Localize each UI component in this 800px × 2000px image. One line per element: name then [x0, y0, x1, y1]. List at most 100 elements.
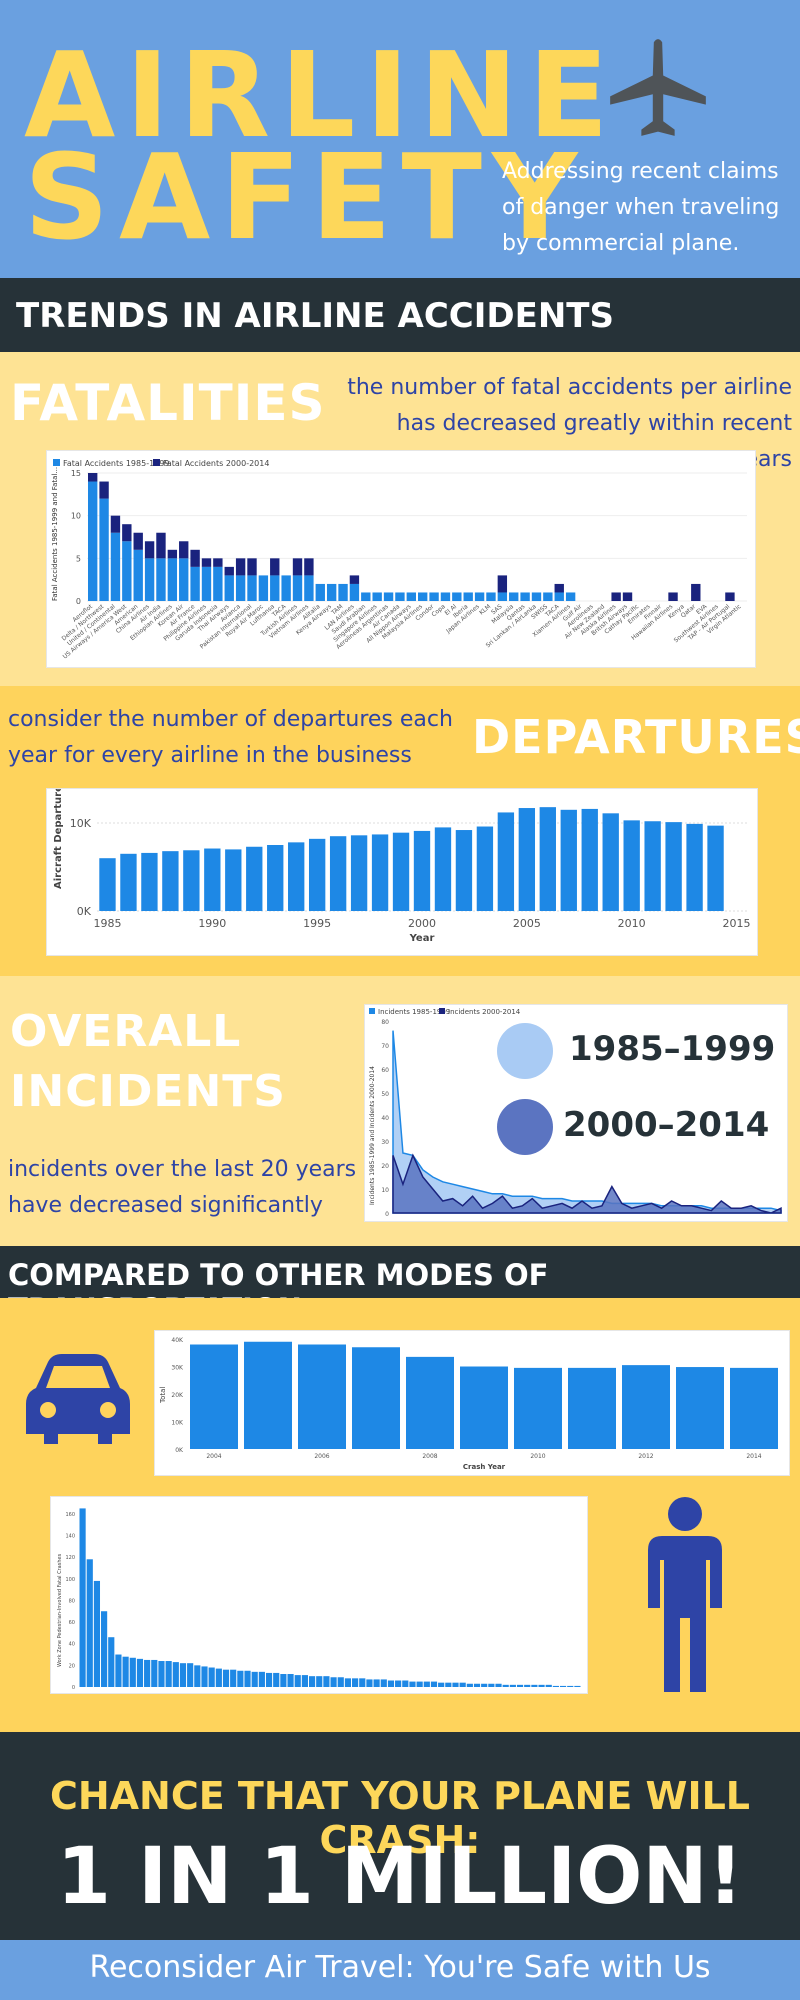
bar-1985-1999 — [418, 592, 428, 601]
departures-bar — [707, 825, 724, 911]
car-crash-svg: Total 0K 10K 20K 30K 40K 2004 2006 2008 2010 2012 2… — [159, 1337, 778, 1471]
car-icon — [26, 1354, 130, 1444]
bar-2000-2014 — [497, 575, 508, 593]
bar-1985-1999 — [88, 481, 98, 601]
bar-1985-1999 — [463, 592, 473, 601]
pedestrian-bar — [445, 1682, 452, 1687]
bar-2000-2014 — [179, 541, 189, 559]
departures-bar — [141, 852, 158, 911]
legend-entry: Incidents 2000-2014 — [448, 1008, 521, 1016]
pedestrian-bar — [323, 1676, 330, 1687]
pedestrian-bar — [294, 1675, 301, 1687]
bar-2000-2014 — [99, 481, 109, 499]
pedestrian-bar — [244, 1670, 251, 1687]
pedestrian-bar — [516, 1684, 524, 1687]
pedestrian-bar — [459, 1682, 466, 1687]
pedestrian-bar — [136, 1658, 144, 1687]
bar-1985-1999 — [349, 583, 360, 601]
bar-1985-1999 — [122, 541, 132, 601]
chance-title: CHANCE THAT YOUR PLANE WILL CRASH: — [49, 1774, 751, 1862]
car-crash-bar — [352, 1347, 400, 1449]
bar-1985-1999 — [531, 592, 542, 601]
bar-2000-2014 — [88, 473, 98, 482]
bar-1985-1999 — [520, 592, 530, 601]
pedestrian-bar — [316, 1676, 323, 1687]
pedestrian-bar — [559, 1685, 567, 1687]
bar-1985-1999 — [474, 592, 485, 601]
bar-2000-2014 — [133, 532, 143, 550]
legend-swatch — [439, 1008, 445, 1014]
legend-label-1985: 1985–1999 — [569, 1029, 776, 1069]
y-tick-label: 40 — [381, 1115, 389, 1122]
x-tick-label: 2014 — [746, 1453, 761, 1460]
fatalities-title: FATALITIES — [10, 374, 326, 432]
pedestrian-bar — [423, 1681, 430, 1687]
bar-2000-2014 — [201, 558, 212, 567]
legend-swatch-2000 — [497, 1099, 553, 1155]
bar-1985-1999 — [395, 592, 405, 601]
x-tick-label: 1990 — [198, 917, 226, 930]
car-crash-bar — [298, 1344, 346, 1449]
bar-1985-1999 — [201, 566, 212, 601]
fatalities-chart: Fatal Accidents 1985-1999 Fatal Accidents… — [46, 450, 756, 668]
chance-section: CHANCE THAT YOUR PLANE WILL CRASH: 1 IN … — [0, 1732, 800, 1940]
pedestrian-bar — [151, 1659, 158, 1687]
y-tick-label: 20 — [381, 1163, 389, 1170]
departures-chart: Aircraft Departures 0K 10K 1985 1990 1995 2000… — [46, 779, 758, 956]
incidents-text: incidents over the last 20 years have de… — [8, 1157, 357, 1218]
pedestrian-bar — [402, 1680, 409, 1687]
incidents-chart: Incidents 1985-1999 Incidents 2000-2014 In… — [364, 1004, 788, 1222]
bar-2000-2014 — [122, 524, 132, 542]
car-crash-bar — [730, 1367, 778, 1449]
bar-1985-1999 — [304, 575, 314, 601]
bar-1985-1999 — [361, 592, 371, 601]
pedestrian-bar — [466, 1683, 473, 1687]
bar-2000-2014 — [110, 515, 121, 533]
compare-heading: COMPARED TO OTHER MODES OF TRANSPORTATIO… — [0, 1246, 800, 1326]
y-tick-label: 50 — [381, 1091, 389, 1098]
pedestrian-bar — [524, 1684, 531, 1687]
departures-bar — [518, 808, 536, 911]
pedestrian-bar — [187, 1663, 194, 1687]
pedestrian-bar — [258, 1671, 265, 1687]
y-tick-label: 30 — [381, 1139, 389, 1146]
pedestrian-bar — [473, 1683, 481, 1687]
legend-swatch — [369, 1008, 375, 1014]
y-tick-label: 80 — [69, 1598, 75, 1604]
bar-1985-1999 — [281, 575, 291, 601]
pedestrian-bar — [495, 1683, 502, 1687]
pedestrian-bar — [194, 1665, 201, 1687]
pedestrian-bar — [265, 1672, 273, 1687]
pedestrian-bar — [552, 1685, 559, 1687]
fatalities-section: FATALITIES the number of fatal accidents… — [0, 352, 800, 686]
pedestrian-bar — [251, 1671, 258, 1687]
bar-2000-2014 — [270, 558, 280, 576]
bar-1985-1999 — [258, 575, 269, 601]
y-tick-label: 80 — [381, 1019, 389, 1026]
bar-1985-1999 — [224, 575, 234, 601]
legend-entry: Fatal Accidents 1985-1999 — [63, 459, 169, 468]
x-tick-label: 1995 — [303, 917, 331, 930]
pedestrian-bar — [301, 1675, 308, 1687]
pedestrian-bar — [387, 1680, 395, 1687]
footer-tagline: Reconsider Air Travel: You're Safe with … — [0, 1940, 800, 2000]
departures-title: DEPARTURES — [472, 710, 800, 764]
pedestrian-bar — [122, 1656, 129, 1687]
car-crash-chart: Total 0K 10K 20K 30K 40K 2004 2006 2008 2010 2012 2… — [154, 1330, 790, 1476]
bar-2000-2014 — [554, 583, 564, 593]
x-tick-label: 2012 — [638, 1453, 653, 1460]
bar-1985-1999 — [110, 532, 121, 601]
pedestrian-bar — [237, 1670, 244, 1687]
bar-1985-1999 — [372, 592, 382, 601]
departures-bar — [392, 832, 410, 911]
subtitle: Addressing recent claims of danger when … — [502, 159, 780, 256]
y-tick-label: 30K — [171, 1365, 184, 1372]
y-tick-label: 100 — [65, 1577, 75, 1583]
pedestrian-bar — [373, 1679, 380, 1687]
pedestrian-bar — [430, 1681, 438, 1687]
pedestrian-bar — [93, 1580, 101, 1687]
bar-1985-1999 — [497, 592, 508, 601]
y-tick-label: 0 — [76, 597, 81, 606]
legend-swatch — [53, 459, 60, 466]
y-tick-label: 10K — [171, 1420, 184, 1427]
